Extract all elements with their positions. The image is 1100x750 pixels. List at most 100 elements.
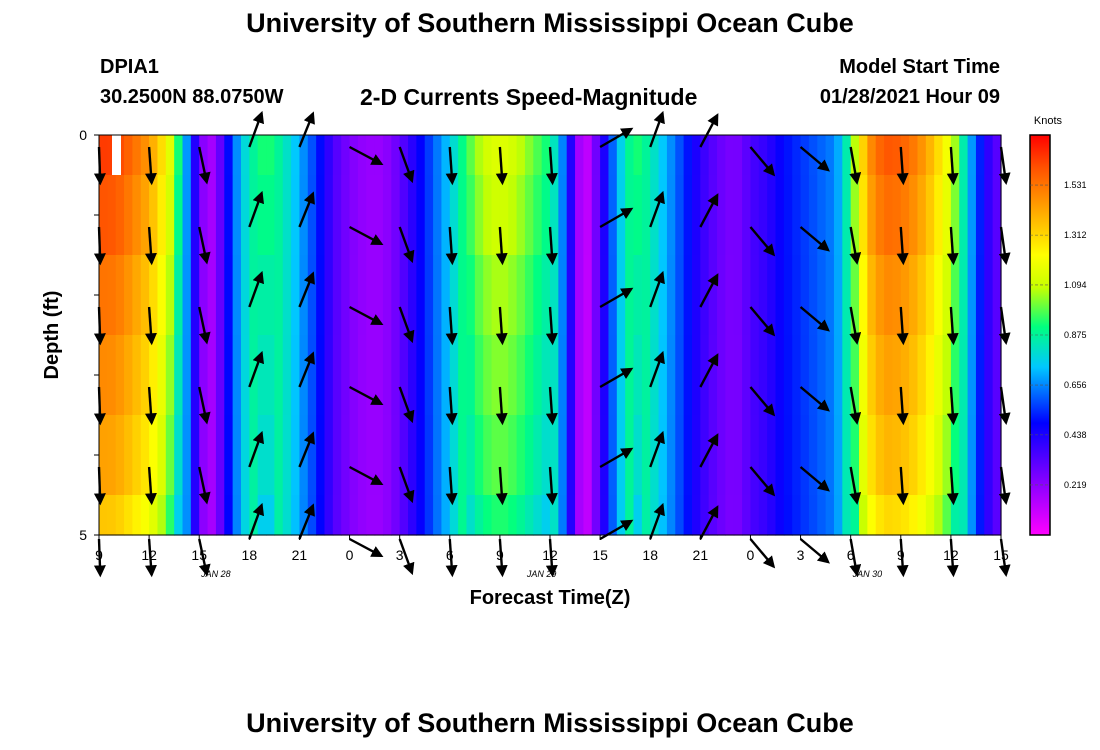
heatmap-cell (783, 495, 793, 536)
current-vector (649, 190, 665, 228)
heatmap-cell (316, 175, 326, 256)
heatmap-cell (282, 415, 292, 496)
heatmap-cell (566, 415, 576, 496)
current-vector (649, 110, 665, 148)
heatmap-cell (266, 495, 275, 536)
heatmap-cell (449, 175, 459, 256)
heatmap-cell (583, 415, 593, 496)
heatmap-cell (666, 135, 676, 176)
current-vector (998, 386, 1011, 426)
heatmap-cell (341, 135, 351, 176)
heatmap-cell (725, 135, 735, 176)
heatmap-cell (174, 135, 184, 176)
heatmap-cell (357, 415, 367, 496)
heatmap-cell (767, 495, 777, 536)
heatmap-cell (775, 255, 785, 336)
heatmap-cell (190, 255, 200, 336)
y-axis: 05 (79, 127, 99, 543)
heatmap-cell (641, 255, 651, 336)
current-vector (545, 306, 558, 346)
heatmap-cell (132, 335, 142, 416)
heatmap-cell (366, 415, 376, 496)
heatmap-cell (408, 255, 417, 336)
heatmap-cell (833, 415, 843, 496)
page-title-top: University of Southern Mississippi Ocean… (246, 8, 854, 38)
heatmap-cell (950, 415, 960, 496)
colorbar-tick-label: 0.219 (1064, 480, 1087, 490)
heatmap-cell (266, 255, 275, 336)
current-vector (946, 466, 959, 506)
heatmap-cell (550, 175, 559, 256)
heatmap-cell (884, 175, 894, 256)
current-vector (896, 386, 909, 426)
x-axis: 9 12 15 18 21 0 3 6 9 12 15 18 21 0 3 6 9 12 15 JAN 28 JAN 2… (95, 535, 1009, 579)
heatmap-cell (992, 175, 1002, 256)
heatmap-cell (207, 415, 217, 496)
heatmap-cell (416, 495, 426, 536)
heatmap-cell (533, 415, 543, 496)
heatmap-cell (224, 255, 234, 336)
current-vector (946, 146, 959, 186)
heatmap-cell (608, 335, 618, 416)
heatmap-cell (324, 415, 334, 496)
heatmap-cell (516, 335, 526, 416)
heatmap-cell (925, 335, 935, 416)
heatmap-cell (240, 255, 250, 336)
heatmap-cell (775, 495, 785, 536)
heatmap-cell (892, 255, 902, 336)
heatmap-cell (399, 495, 409, 536)
heatmap-cell (508, 415, 518, 496)
heatmap-cell (316, 495, 326, 536)
current-vector (298, 271, 315, 308)
heatmap-cell (600, 335, 610, 416)
heatmap-cell (316, 415, 326, 496)
heatmap-cell (433, 335, 443, 416)
heatmap-cell (466, 415, 476, 496)
heatmap-cell (157, 335, 167, 416)
heatmap-cell (558, 335, 568, 416)
current-vector (896, 306, 909, 346)
heatmap-cell (140, 175, 150, 256)
heatmap-cell (925, 415, 935, 496)
heatmap-cell (291, 495, 301, 536)
heatmap-cell (625, 255, 635, 336)
heatmap-cell (708, 135, 718, 176)
current-vector (198, 386, 211, 425)
current-vector (144, 538, 157, 578)
heatmap-cell (190, 175, 200, 256)
current-vector (599, 287, 634, 309)
heatmap-cell (232, 335, 242, 416)
heatmap-cell (399, 415, 409, 496)
heatmap-cell (174, 175, 184, 256)
heatmap-cell (850, 495, 860, 536)
heatmap-cell (483, 135, 493, 176)
heatmap-cell (107, 255, 117, 336)
heatmap-cell (316, 255, 326, 336)
heatmap-cell (975, 495, 985, 536)
heatmap-cell (633, 415, 643, 496)
current-vector (445, 466, 458, 506)
heatmap-cell (533, 175, 543, 256)
current-vector (398, 466, 415, 504)
heatmap-cell (374, 255, 384, 336)
heatmap-cell (934, 255, 944, 336)
current-vector (946, 538, 959, 578)
heatmap-cell (808, 175, 818, 256)
heatmap-cell (115, 415, 125, 496)
heatmap-cell (132, 175, 142, 256)
heatmap-cell (257, 335, 267, 416)
x-tick-label: 9 (95, 547, 103, 563)
current-vector (998, 466, 1011, 506)
heatmap-cell (641, 175, 651, 256)
heatmap-cell (140, 255, 150, 336)
heatmap-cell (717, 135, 726, 176)
heatmap-cell (934, 175, 944, 256)
heatmap-cell (124, 175, 134, 256)
heatmap-cell (984, 495, 994, 536)
heatmap-cell (516, 415, 526, 496)
heatmap-cell (833, 335, 843, 416)
heatmap-cell (583, 335, 593, 416)
heatmap-cell (499, 255, 509, 336)
heatmap-cell (374, 495, 384, 536)
heatmap-cell (833, 255, 843, 336)
